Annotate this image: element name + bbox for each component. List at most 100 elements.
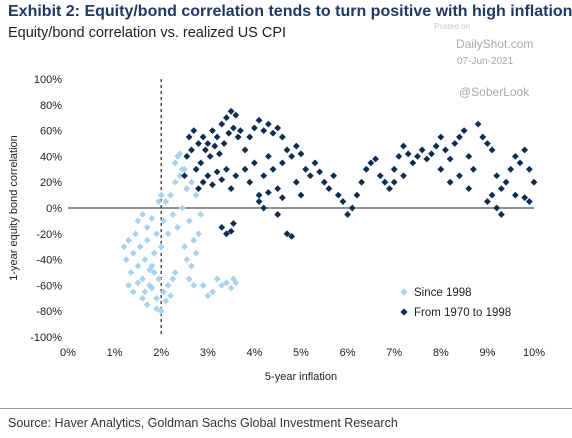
point-since-1998: [167, 191, 174, 199]
point-1970-1998: [211, 142, 219, 150]
point-since-1998: [155, 198, 163, 205]
point-since-1998: [134, 279, 142, 287]
point-since-1998: [148, 262, 156, 270]
point-1970-1998: [316, 168, 324, 176]
x-tick-label: 3%: [200, 347, 216, 359]
point-since-1998: [148, 214, 156, 222]
point-since-1998: [169, 211, 177, 218]
point-since-1998: [223, 279, 230, 287]
point-since-1998: [199, 282, 207, 289]
point-since-1998: [232, 279, 240, 287]
point-since-1998: [141, 256, 149, 263]
x-tick-label: 10%: [523, 347, 545, 359]
point-since-1998: [192, 191, 200, 199]
legend-marker-since-1998: [400, 288, 408, 296]
point-1970-1998: [488, 191, 496, 199]
point-1970-1998: [311, 159, 319, 167]
point-1970-1998: [260, 172, 268, 180]
point-since-1998: [139, 211, 146, 218]
point-since-1998: [188, 178, 195, 186]
point-1970-1998: [530, 178, 538, 186]
point-1970-1998: [251, 124, 258, 132]
y-axis-label: 1-year equity bond correlation: [8, 135, 20, 281]
point-1970-1998: [227, 227, 235, 235]
point-since-1998: [141, 288, 149, 296]
point-1970-1998: [292, 178, 300, 186]
point-since-1998: [150, 269, 158, 276]
legend-label-since-1998: Since 1998: [414, 287, 472, 299]
point-1970-1998: [484, 140, 491, 147]
point-1970-1998: [511, 153, 519, 160]
point-1970-1998: [218, 120, 226, 128]
point-1970-1998: [241, 165, 249, 173]
point-1970-1998: [353, 191, 361, 199]
point-since-1998: [153, 230, 160, 238]
point-1970-1998: [502, 178, 510, 186]
point-1970-1998: [484, 198, 491, 205]
point-1970-1998: [386, 185, 393, 193]
point-1970-1998: [199, 178, 207, 186]
watermark-handle: @SoberLook: [459, 85, 530, 99]
point-since-1998: [127, 269, 135, 276]
point-1970-1998: [400, 172, 407, 180]
point-1970-1998: [223, 114, 230, 122]
point-1970-1998: [237, 127, 244, 134]
point-1970-1998: [432, 142, 440, 150]
point-1970-1998: [404, 150, 412, 158]
point-since-1998: [174, 153, 181, 160]
x-tick-label: 9%: [479, 347, 495, 359]
point-since-1998: [185, 217, 193, 225]
point-since-1998: [136, 243, 144, 251]
watermark-posted: Posted on: [434, 22, 471, 31]
point-since-1998: [155, 275, 163, 283]
x-tick-label: 4%: [246, 347, 262, 359]
y-tick-label: 60%: [40, 126, 62, 138]
point-since-1998: [139, 294, 146, 302]
point-1970-1998: [418, 146, 426, 154]
point-1970-1998: [376, 172, 384, 180]
point-since-1998: [129, 249, 137, 257]
point-since-1998: [167, 292, 174, 300]
point-1970-1998: [297, 150, 305, 158]
point-1970-1998: [474, 120, 482, 128]
point-1970-1998: [216, 150, 223, 158]
point-1970-1998: [195, 185, 202, 193]
point-1970-1998: [183, 153, 191, 160]
y-tick-label: -40%: [36, 255, 62, 267]
point-since-1998: [157, 243, 165, 251]
point-1970-1998: [292, 142, 300, 150]
point-1970-1998: [288, 232, 296, 240]
point-since-1998: [157, 307, 165, 315]
source-note: Source: Haver Analytics, Goldman Sachs G…: [8, 416, 398, 430]
point-1970-1998: [428, 150, 435, 158]
point-since-1998: [188, 262, 195, 270]
point-since-1998: [162, 198, 170, 205]
point-1970-1998: [381, 178, 389, 186]
point-since-1998: [176, 150, 184, 158]
point-1970-1998: [521, 146, 529, 154]
point-1970-1998: [278, 194, 286, 202]
point-since-1998: [192, 249, 200, 257]
point-1970-1998: [525, 165, 533, 173]
legend-label-1970-1998: From 1970 to 1998: [414, 307, 511, 319]
point-1970-1998: [302, 165, 310, 173]
point-1970-1998: [367, 159, 375, 167]
point-1970-1998: [400, 142, 407, 150]
x-tick-label: 7%: [386, 347, 402, 359]
point-since-1998: [178, 165, 186, 173]
watermark-site: DailyShot.com: [456, 37, 534, 51]
point-1970-1998: [283, 230, 291, 238]
point-since-1998: [160, 288, 167, 296]
point-1970-1998: [223, 165, 230, 173]
point-since-1998: [134, 262, 142, 270]
point-1970-1998: [232, 111, 240, 119]
y-tick-label: 40%: [40, 151, 62, 163]
point-1970-1998: [344, 211, 351, 218]
point-1970-1998: [264, 153, 272, 160]
y-tick-labels: 100% 80% 60% 40% 20% 0% -20% -40% -60% -80% -100%: [30, 74, 62, 344]
point-since-1998: [176, 172, 184, 180]
point-since-1998: [153, 305, 160, 313]
point-since-1998: [190, 236, 198, 244]
point-1970-1998: [213, 168, 221, 176]
